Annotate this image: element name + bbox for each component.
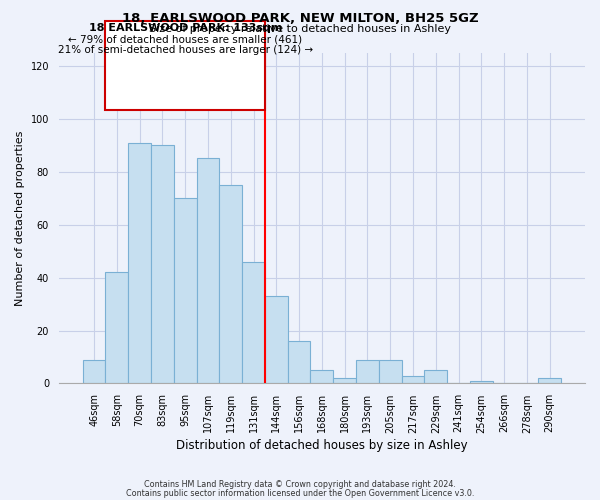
- Bar: [106, 272, 128, 384]
- Bar: [174, 198, 197, 384]
- Text: Contains HM Land Registry data © Crown copyright and database right 2024.: Contains HM Land Registry data © Crown c…: [144, 480, 456, 489]
- Bar: [220, 185, 242, 384]
- Bar: [242, 262, 265, 384]
- Bar: [151, 145, 174, 384]
- Text: Size of property relative to detached houses in Ashley: Size of property relative to detached ho…: [149, 24, 451, 34]
- Bar: [401, 376, 424, 384]
- Text: 18 EARLSWOOD PARK: 133sqm: 18 EARLSWOOD PARK: 133sqm: [89, 22, 282, 32]
- Bar: [265, 296, 288, 384]
- Y-axis label: Number of detached properties: Number of detached properties: [15, 130, 25, 306]
- FancyBboxPatch shape: [106, 21, 265, 110]
- Bar: [538, 378, 561, 384]
- Bar: [288, 341, 310, 384]
- Bar: [379, 360, 401, 384]
- Text: ← 79% of detached houses are smaller (461): ← 79% of detached houses are smaller (46…: [68, 34, 302, 44]
- Bar: [470, 381, 493, 384]
- X-axis label: Distribution of detached houses by size in Ashley: Distribution of detached houses by size …: [176, 440, 468, 452]
- Bar: [333, 378, 356, 384]
- Text: 21% of semi-detached houses are larger (124) →: 21% of semi-detached houses are larger (…: [58, 45, 313, 55]
- Bar: [310, 370, 333, 384]
- Bar: [83, 360, 106, 384]
- Bar: [197, 158, 220, 384]
- Bar: [424, 370, 447, 384]
- Text: 18, EARLSWOOD PARK, NEW MILTON, BH25 5GZ: 18, EARLSWOOD PARK, NEW MILTON, BH25 5GZ: [122, 12, 478, 24]
- Text: Contains public sector information licensed under the Open Government Licence v3: Contains public sector information licen…: [126, 488, 474, 498]
- Bar: [356, 360, 379, 384]
- Bar: [128, 142, 151, 384]
